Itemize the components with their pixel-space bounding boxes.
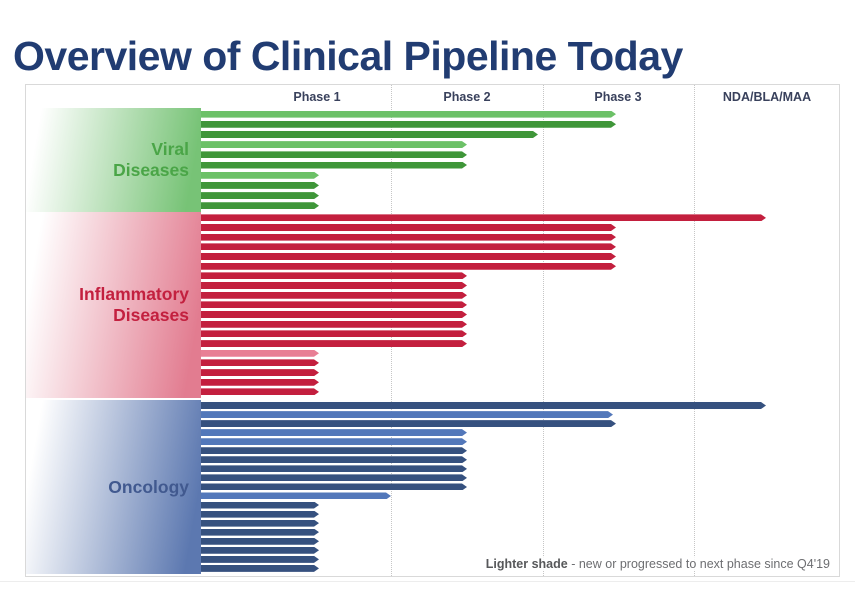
pipeline-bar	[201, 224, 616, 231]
pipeline-bar	[201, 388, 319, 395]
section-label-line: Viral	[151, 139, 189, 160]
section-oncology: Oncology	[26, 400, 839, 574]
pipeline-bar	[201, 131, 538, 138]
legend-rest-text: - new or progressed to next phase since …	[567, 557, 830, 571]
section-label-text: Viral Diseases	[113, 139, 189, 180]
pipeline-bar	[201, 547, 319, 554]
pipeline-bar	[201, 253, 616, 260]
pipeline-bar	[201, 282, 467, 289]
pipeline-bar	[201, 369, 319, 376]
pipeline-bar	[201, 121, 616, 128]
pipeline-bar	[201, 411, 613, 418]
pipeline-bar	[201, 292, 467, 299]
section-inflammatory-diseases: Inflammatory Diseases	[26, 212, 839, 398]
section-label-inflammatory-diseases: Inflammatory Diseases	[26, 212, 201, 398]
column-divider-phase2-phase3	[543, 85, 544, 576]
page-title: Overview of Clinical Pipeline Today	[13, 33, 683, 80]
pipeline-bar	[201, 447, 467, 454]
pipeline-bar	[201, 202, 319, 209]
pipeline-bar	[201, 340, 467, 347]
section-label-viral-diseases: Viral Diseases	[26, 108, 201, 212]
bars-inflammatory-diseases	[201, 212, 839, 398]
pipeline-bar	[201, 483, 467, 490]
pipeline-bar	[201, 420, 616, 427]
pipeline-bar	[201, 151, 467, 158]
pipeline-bar	[201, 263, 616, 270]
pipeline-bar	[201, 350, 319, 357]
pipeline-bar	[201, 172, 319, 179]
page-bottom-rule	[0, 581, 855, 582]
pipeline-bar	[201, 379, 319, 386]
pipeline-bar	[201, 162, 467, 169]
section-label-text: Inflammatory Diseases	[79, 284, 189, 325]
pipeline-bar	[201, 429, 467, 436]
pipeline-bar	[201, 465, 467, 472]
section-label-line: Diseases	[113, 305, 189, 325]
pipeline-bar	[201, 402, 766, 409]
column-header-nda-bla-maa: NDA/BLA/MAA	[722, 90, 812, 104]
pipeline-bar	[201, 538, 319, 545]
pipeline-bar	[201, 520, 319, 527]
bars-oncology	[201, 400, 839, 574]
pipeline-bar	[201, 182, 319, 189]
pipeline-bar	[201, 438, 467, 445]
section-label-line: Inflammatory	[79, 284, 189, 305]
pipeline-chart-panel: Phase 1 Phase 2 Phase 3 NDA/BLA/MAA Vira…	[25, 84, 840, 577]
pipeline-bar	[201, 111, 616, 118]
pipeline-bar	[201, 565, 319, 572]
pipeline-bar	[201, 321, 467, 328]
pipeline-bar	[201, 456, 467, 463]
section-label-text: Oncology	[108, 477, 189, 498]
section-label-line: Oncology	[108, 476, 189, 497]
section-label-oncology: Oncology	[26, 400, 201, 574]
bars-viral-diseases	[201, 108, 839, 212]
pipeline-bar	[201, 511, 319, 518]
section-viral-diseases: Viral Diseases	[26, 108, 839, 212]
pipeline-bar	[201, 301, 467, 308]
pipeline-bar	[201, 311, 467, 318]
pipeline-bar	[201, 529, 319, 536]
column-header-phase-3: Phase 3	[594, 90, 642, 104]
section-label-line: Diseases	[113, 160, 189, 180]
pipeline-bar	[201, 502, 319, 509]
pipeline-bar	[201, 272, 467, 279]
pipeline-bar	[201, 330, 467, 337]
pipeline-bar	[201, 556, 319, 563]
pipeline-bar	[201, 234, 616, 241]
pipeline-bar	[201, 474, 467, 481]
column-header-phase-1: Phase 1	[293, 90, 341, 104]
pipeline-bar	[201, 359, 319, 366]
pipeline-bar	[201, 141, 467, 148]
pipeline-bar	[201, 243, 616, 250]
legend-bold-text: Lighter shade	[485, 557, 568, 571]
column-header-phase-2: Phase 2	[443, 90, 491, 104]
pipeline-bar	[201, 192, 319, 199]
pipeline-bar	[201, 492, 391, 499]
legend: Lighter shade - new or progressed to nex…	[481, 557, 830, 571]
column-divider-phase3-nda	[694, 85, 695, 576]
pipeline-bar	[201, 214, 766, 221]
